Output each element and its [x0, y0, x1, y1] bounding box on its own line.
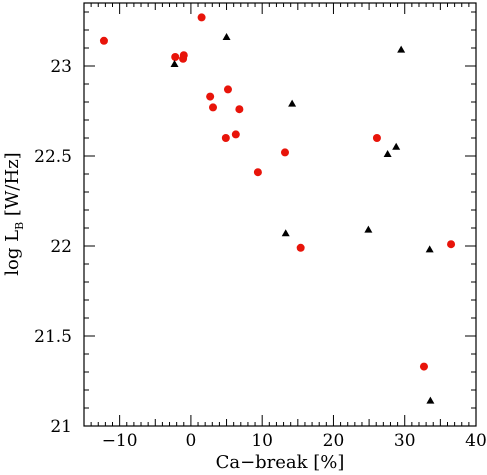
data-point-circle [235, 105, 244, 114]
data-point-triangle [425, 245, 434, 253]
y-tick-label: 23 [50, 57, 72, 77]
data-point-circle [223, 85, 232, 94]
y-tick-label: 22.5 [34, 147, 72, 167]
y-axis-label-main: log L [2, 230, 23, 276]
x-axis-label: Ca−break [%] [216, 452, 345, 473]
data-point-circle [372, 134, 381, 142]
y-axis-label-unit: [W/Hz] [2, 152, 23, 222]
x-tick-label: 10 [251, 431, 273, 451]
y-tick-label: 22 [50, 237, 72, 257]
data-point-circle [447, 240, 456, 249]
data-point-triangle [383, 150, 392, 157]
data-point-circle [419, 362, 428, 371]
data-point-triangle [397, 45, 406, 53]
y-axis-label: log LB [W/Hz] [2, 152, 26, 275]
y-tick-label: 21.5 [34, 327, 72, 347]
data-point-circle [171, 53, 180, 61]
ticks [83, 3, 477, 427]
data-point-circle [206, 92, 215, 101]
x-tick-label: −10 [102, 431, 138, 451]
data-point-circle [209, 103, 218, 112]
data-point-triangle [281, 229, 290, 237]
data-points [99, 13, 456, 404]
data-point-triangle [288, 99, 297, 107]
y-tick-label: 21 [50, 417, 72, 437]
data-point-triangle [426, 396, 435, 404]
x-tick-label: 40 [465, 431, 487, 451]
data-point-circle [221, 134, 230, 142]
tick-labels: −10 0 10 20 30 40 21 21.5 22 22.5 23 [34, 57, 487, 451]
data-point-triangle [364, 225, 373, 233]
data-point-triangle [392, 142, 401, 150]
data-point-circle [179, 54, 188, 63]
data-point-circle [253, 168, 262, 177]
x-tick-label: 20 [323, 431, 345, 451]
data-point-triangle [222, 33, 231, 40]
data-point-circle [197, 13, 206, 22]
data-point-circle [99, 36, 108, 45]
data-point-circle [296, 243, 305, 252]
x-tick-label: 0 [185, 431, 196, 451]
data-point-circle [231, 130, 240, 139]
data-point-triangle [170, 60, 179, 67]
y-axis-label-subscript: B [13, 222, 26, 230]
x-tick-label: 30 [394, 431, 416, 451]
data-point-circle [280, 148, 289, 157]
plot-frame [83, 2, 477, 427]
